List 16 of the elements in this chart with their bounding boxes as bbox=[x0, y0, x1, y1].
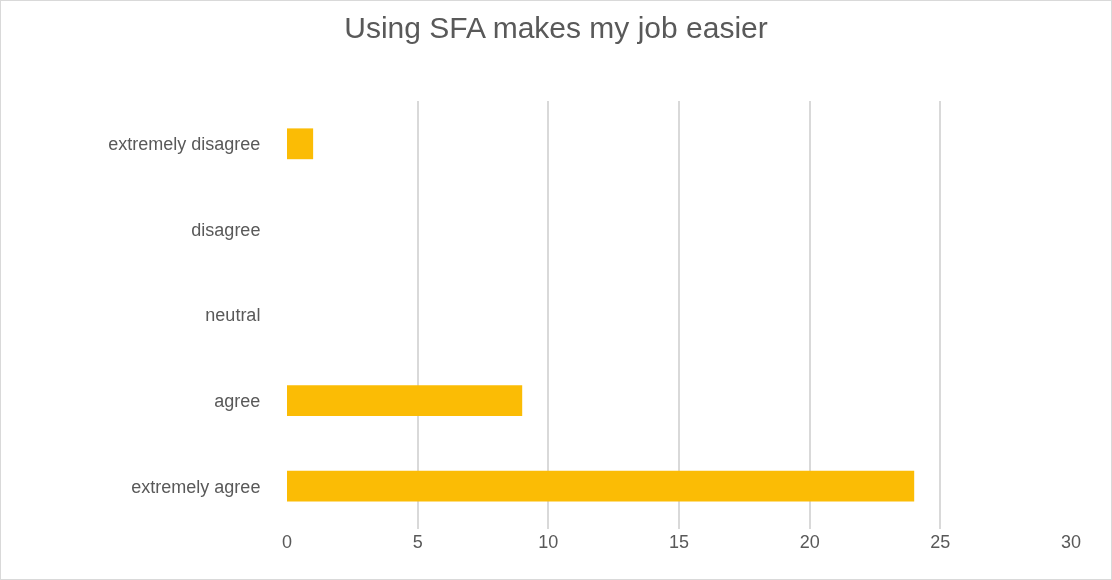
x-tick-label: 10 bbox=[538, 532, 559, 552]
y-tick-label: disagree bbox=[191, 219, 261, 240]
y-tick-label: agree bbox=[214, 390, 261, 411]
x-tick-label: 30 bbox=[1060, 532, 1082, 552]
x-tick-label: 20 bbox=[799, 532, 820, 552]
bar bbox=[287, 470, 915, 502]
x-tick-label: 25 bbox=[930, 532, 951, 552]
x-tick-label: 5 bbox=[412, 532, 423, 552]
bar bbox=[287, 385, 523, 417]
bar bbox=[287, 128, 314, 160]
x-tick-label: 0 bbox=[281, 532, 293, 552]
y-tick-label: neutral bbox=[205, 305, 261, 326]
y-tick-label: extremely agree bbox=[131, 476, 261, 497]
x-tick-label: 15 bbox=[668, 532, 690, 552]
chart-title: Using SFA makes my job easier bbox=[344, 10, 768, 44]
y-tick-label: extremely disagree bbox=[108, 134, 261, 155]
